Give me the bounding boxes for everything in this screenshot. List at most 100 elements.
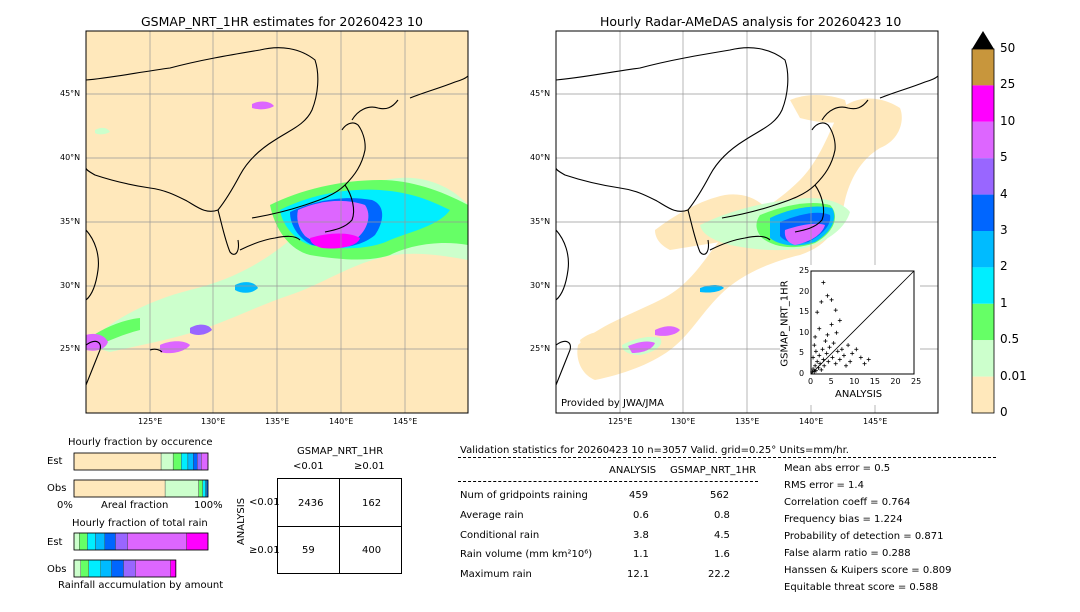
colorbar-label: 50 bbox=[1000, 41, 1016, 55]
colorbar-label: 0 bbox=[1000, 405, 1008, 419]
rain-fraction-bar-segment bbox=[170, 559, 177, 578]
colorbar-segment bbox=[972, 85, 994, 122]
rain-fraction-bar-segment bbox=[80, 559, 89, 578]
scatter-xlabel: ANALYSIS bbox=[835, 389, 883, 400]
score-line: RMS error = 1.4 bbox=[784, 480, 864, 491]
scatter-point bbox=[841, 353, 846, 358]
scatter-point bbox=[811, 367, 816, 372]
col-dash-line bbox=[458, 481, 758, 482]
scatter-y-tick: 25 bbox=[799, 266, 810, 275]
colorbar-label: 10 bbox=[1000, 113, 1016, 128]
scatter-point bbox=[833, 308, 838, 313]
scatter-point bbox=[813, 334, 818, 339]
rain-fraction-bar-segment bbox=[127, 532, 187, 551]
scatter-point bbox=[820, 347, 825, 352]
row-analysis: 3.8 bbox=[633, 530, 649, 541]
score-line: Equitable threat score = 0.588 bbox=[784, 582, 939, 593]
occurrence-obs-label: Obs bbox=[47, 483, 67, 494]
left-lat-tick: 25°N bbox=[60, 344, 81, 353]
scatter-x-tick: 25 bbox=[911, 377, 922, 386]
rain-est-label: Est bbox=[47, 537, 63, 548]
left-lon-tick: 145°E bbox=[393, 417, 418, 426]
row-gsmap: 562 bbox=[710, 490, 730, 501]
scatter-y-tick: 10 bbox=[799, 327, 810, 337]
scatter-point bbox=[846, 343, 851, 348]
rain-fraction-bar-segment bbox=[123, 559, 136, 578]
colorbar-segment bbox=[972, 376, 994, 413]
rain-fraction-bar-segment bbox=[111, 559, 124, 578]
scatter-y-tick: 15 bbox=[799, 307, 810, 317]
colorbar-label: 25 bbox=[1000, 77, 1016, 92]
row-analysis: 12.1 bbox=[627, 569, 650, 580]
scatter-x-tick: 10 bbox=[849, 377, 860, 386]
rain-fraction-bar-segment bbox=[95, 532, 106, 551]
scatter-point bbox=[816, 365, 821, 370]
scatter-y-tick: 0 bbox=[799, 369, 805, 378]
occurrence-bar-segment bbox=[73, 479, 166, 498]
scatter-point bbox=[817, 326, 822, 331]
rain-fraction-bar-outline bbox=[73, 532, 209, 551]
colorbar-label: 5 bbox=[1000, 150, 1008, 165]
score-line: Probability of detection = 0.871 bbox=[784, 531, 944, 542]
scatter-y-tick: 5 bbox=[799, 348, 805, 358]
scatter-point bbox=[848, 359, 853, 364]
scatter-point bbox=[862, 361, 867, 366]
occurrence-bar-segment bbox=[187, 452, 194, 471]
row-label: Num of gridpoints raining bbox=[460, 490, 588, 501]
colorbar-label: 3 bbox=[1000, 223, 1008, 237]
right-lon-tick: 125°E bbox=[608, 417, 633, 426]
contingency-col-1: ≥0.01 bbox=[354, 461, 385, 472]
scatter-y-tick: 20 bbox=[799, 286, 810, 296]
rain-fraction-bar-segment bbox=[100, 559, 112, 578]
colorbar-frame bbox=[971, 48, 995, 414]
col-gsmap: GSMAP_NRT_1HR bbox=[670, 465, 757, 476]
scatter-point bbox=[829, 297, 834, 302]
score-line: Frequency bias = 1.224 bbox=[784, 514, 903, 525]
row-analysis: 459 bbox=[629, 490, 649, 501]
occurrence-bar-outline bbox=[73, 452, 209, 471]
scatter-point bbox=[837, 318, 842, 323]
scatter-point bbox=[866, 357, 871, 362]
scatter-point bbox=[823, 339, 828, 344]
right-lon-tick: 135°E bbox=[735, 417, 760, 426]
colorbar-segment bbox=[972, 303, 994, 341]
colorbar-segment bbox=[972, 340, 994, 377]
left-lat-tick: 45°N bbox=[60, 89, 81, 98]
scatter-x-tick: 15 bbox=[869, 377, 880, 386]
occurrence-bar-segment bbox=[197, 452, 202, 471]
scatter-point bbox=[811, 355, 816, 360]
scatter-point bbox=[821, 280, 826, 285]
rain-fraction-bar-segment bbox=[186, 532, 209, 551]
rain-fraction-bar-outline bbox=[73, 559, 177, 578]
colorbar-segment bbox=[972, 121, 994, 159]
colorbar-segment bbox=[972, 194, 994, 231]
rain-obs-label: Obs bbox=[47, 564, 67, 575]
row-label: Conditional rain bbox=[460, 530, 540, 541]
header-dash-line bbox=[458, 457, 996, 458]
score-line: Correlation coeff = 0.764 bbox=[784, 497, 911, 508]
contingency-col-0: <0.01 bbox=[293, 461, 324, 472]
rain-fraction-bar-segment bbox=[104, 532, 116, 551]
row-label: Rain volume (mm km²10⁶) bbox=[460, 549, 593, 560]
rain-fraction-bar-segment bbox=[73, 559, 81, 578]
scatter-point bbox=[821, 357, 826, 362]
colorbar-label: 4 bbox=[1000, 186, 1008, 201]
row-gsmap: 4.5 bbox=[714, 530, 730, 541]
scatter-point bbox=[831, 341, 836, 346]
occurrence-bar-segment bbox=[73, 452, 162, 471]
scatter-x-tick: 20 bbox=[890, 377, 901, 386]
occurrence-tick-100: 100% bbox=[194, 500, 223, 511]
right-lat-tick: 45°N bbox=[530, 89, 551, 98]
scatter-point bbox=[854, 347, 859, 352]
scatter-point bbox=[817, 353, 822, 358]
scatter-point bbox=[824, 351, 829, 356]
scatter-point bbox=[850, 351, 855, 356]
scatter-point bbox=[829, 322, 834, 327]
left-map-title: GSMAP_NRT_1HR estimates for 20260423 10 bbox=[141, 14, 423, 29]
score-line: False alarm ratio = 0.288 bbox=[784, 548, 911, 559]
occurrence-bar-segment bbox=[172, 452, 182, 471]
colorbar-segment bbox=[972, 158, 994, 195]
scatter-point bbox=[839, 347, 844, 352]
